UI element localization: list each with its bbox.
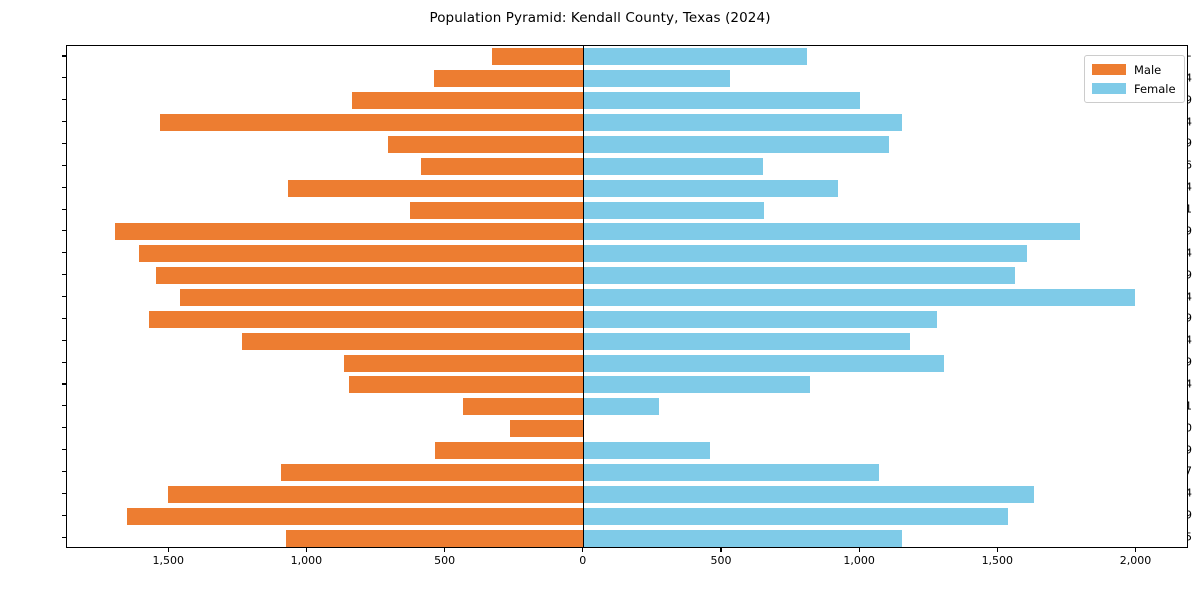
legend-label-male: Male	[1134, 62, 1162, 77]
bar-female-22-24	[583, 376, 811, 394]
y-tick-mark	[62, 427, 66, 429]
y-tick-mark	[62, 164, 66, 166]
bar-male-85-	[491, 48, 584, 66]
plot-area	[66, 45, 1188, 548]
bar-male-18-19	[435, 442, 584, 460]
bar-male-67-69	[388, 135, 584, 153]
bar-female-75-79	[583, 92, 861, 110]
bar-male-55-59	[115, 223, 584, 241]
bar-male-40-44	[180, 289, 584, 306]
y-tick-mark	[62, 121, 66, 123]
x-tick-mark	[167, 548, 169, 552]
bar-male-25-29	[344, 354, 584, 372]
bar-female-67-69	[583, 135, 890, 153]
x-tick-label-0: 1,500	[152, 554, 185, 567]
y-tick-mark	[62, 405, 66, 407]
chart-legend: Male Female	[1084, 55, 1185, 103]
bar-female-25-29	[583, 354, 945, 372]
chart-title: Population Pyramid: Kendall County, Texa…	[429, 10, 771, 26]
bar-female-62-64	[583, 179, 839, 197]
y-tick-mark	[62, 274, 66, 276]
bar-male-62-64	[288, 179, 584, 197]
bar-male-50-54	[139, 245, 584, 263]
bar-female-5-9	[583, 507, 1009, 525]
bar-male-20	[510, 420, 584, 438]
bar-female-45-49	[583, 267, 1016, 285]
bar-female-55-59	[583, 223, 1081, 241]
y-tick-mark	[62, 492, 66, 494]
legend-item-male: Male	[1092, 62, 1176, 77]
bar-male-under-5	[286, 529, 584, 547]
bar-male-65-66	[420, 157, 584, 175]
zero-baseline	[583, 46, 585, 547]
x-tick-mark	[582, 548, 584, 552]
y-tick-mark	[62, 339, 66, 341]
legend-swatch-female	[1092, 83, 1126, 94]
bar-male-35-39	[149, 310, 584, 328]
bar-male-70-74	[160, 114, 584, 132]
bar-female-85-	[583, 48, 808, 66]
y-tick-mark	[62, 536, 66, 538]
x-tick-label-7: 2,000	[1119, 554, 1152, 567]
x-tick-mark	[305, 548, 307, 552]
bar-male-75-79	[352, 92, 584, 110]
legend-swatch-male	[1092, 64, 1126, 75]
x-tick-mark	[444, 548, 446, 552]
bar-male-60-61	[409, 201, 584, 219]
bar-female-18-19	[583, 442, 710, 460]
bar-male-30-34	[242, 332, 584, 350]
x-tick-label-1: 1,000	[290, 554, 323, 567]
x-tick-mark	[996, 548, 998, 552]
bar-male-10-14	[168, 485, 584, 503]
y-tick-mark	[62, 514, 66, 516]
bar-female-30-34	[583, 332, 910, 350]
x-tick-mark	[858, 548, 860, 552]
bar-female-35-39	[583, 310, 937, 328]
bar-female-60-61	[583, 201, 765, 219]
bar-male-45-49	[155, 267, 584, 285]
x-tick-label-2: 500	[434, 554, 456, 567]
y-tick-mark	[62, 449, 66, 451]
bar-female-under-5	[583, 529, 903, 547]
legend-item-female: Female	[1092, 81, 1176, 96]
y-tick-mark	[62, 230, 66, 232]
y-tick-mark	[62, 99, 66, 101]
x-tick-mark	[1134, 548, 1137, 552]
bar-male-80-84	[433, 70, 584, 88]
x-tick-mark	[720, 548, 722, 552]
y-tick-mark	[62, 361, 66, 363]
bar-female-70-74	[583, 114, 902, 132]
bar-female-15-17	[583, 463, 879, 481]
x-tick-label-5: 1,000	[843, 554, 875, 567]
x-tick-label-6: 1,500	[981, 554, 1014, 567]
plot-inner	[67, 46, 1187, 547]
x-tick-label-3: 0	[579, 554, 587, 567]
bar-male-5-9	[127, 507, 584, 525]
bar-female-21	[583, 398, 659, 416]
y-tick-mark	[62, 77, 66, 79]
bar-female-50-54	[583, 245, 1028, 263]
y-tick-mark	[62, 208, 66, 210]
bar-male-22-24	[348, 376, 584, 394]
bar-female-80-84	[583, 70, 730, 88]
bar-female-65-66	[583, 157, 764, 175]
bar-male-21	[462, 398, 584, 416]
bar-female-40-44	[583, 289, 1136, 306]
y-tick-mark	[62, 383, 66, 385]
y-tick-mark	[62, 55, 66, 57]
y-tick-mark	[62, 296, 66, 298]
y-tick-mark	[62, 252, 66, 254]
bar-female-10-14	[583, 485, 1035, 503]
y-tick-mark	[62, 470, 66, 473]
x-tick-label-4: 500	[710, 554, 732, 567]
bar-male-15-17	[280, 463, 584, 481]
legend-label-female: Female	[1134, 81, 1176, 96]
y-tick-mark	[62, 317, 66, 319]
y-tick-mark	[62, 142, 66, 144]
y-tick-mark	[62, 186, 66, 188]
